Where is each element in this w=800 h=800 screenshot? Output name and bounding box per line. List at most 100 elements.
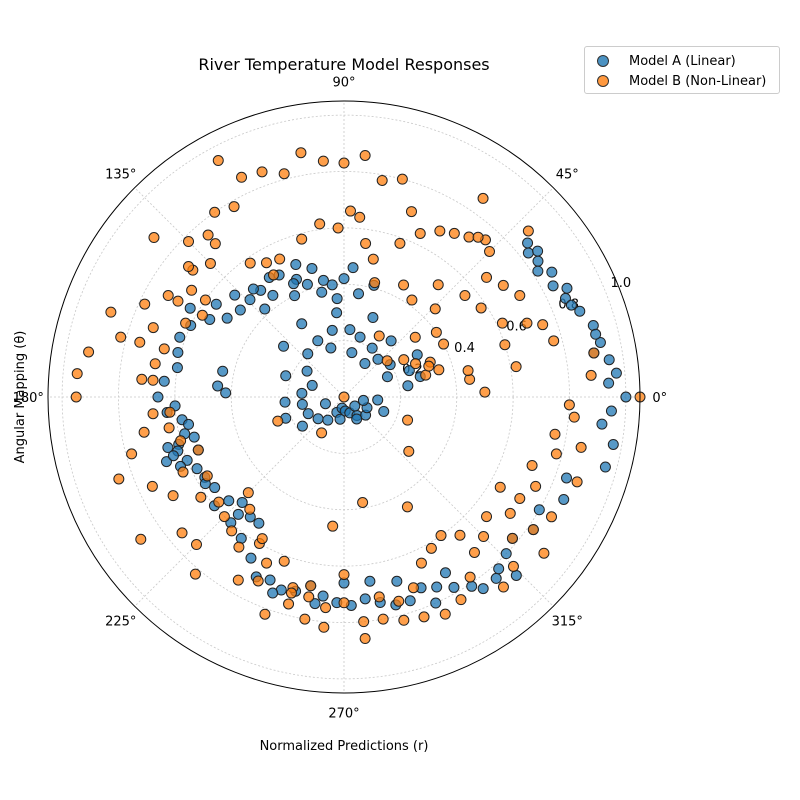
point-model-b [233, 541, 245, 553]
point-model-a [533, 504, 545, 516]
point-model-a [171, 362, 183, 374]
point-model-b [401, 501, 413, 513]
point-model-a [574, 305, 586, 317]
point-model-a [247, 283, 259, 295]
legend-marker-model-b [597, 75, 609, 87]
point-model-b [478, 531, 490, 543]
point-model-b [189, 568, 201, 580]
point-model-b [423, 360, 435, 372]
point-model-a [403, 365, 415, 377]
point-model-b [360, 237, 372, 249]
polar-frame [47, 100, 641, 694]
point-model-b [394, 237, 406, 249]
point-model-a [267, 289, 279, 301]
point-model-b [135, 533, 147, 545]
point-model-b [236, 171, 248, 183]
theta-tick-label: 0° [652, 391, 667, 406]
theta-tick-labels: 0° 45° 90° 135° 180° 225° 270° 315° [13, 75, 668, 721]
point-model-b [147, 322, 159, 334]
point-model-b [526, 459, 538, 471]
point-model-b [204, 257, 216, 269]
point-model-a [223, 495, 235, 507]
point-model-b [338, 597, 350, 609]
point-model-b [537, 319, 549, 331]
point-model-a [620, 391, 632, 403]
point-model-a [253, 517, 265, 529]
point-model-a [162, 442, 174, 454]
point-model-a [217, 365, 229, 377]
point-model-a [267, 587, 279, 599]
point-model-b [218, 511, 230, 523]
point-model-a [296, 420, 308, 432]
legend-marker-model-a [597, 55, 609, 67]
point-model-b [435, 530, 447, 542]
point-model-b [303, 591, 315, 603]
point-model-b [481, 511, 493, 523]
point-model-a [510, 569, 522, 581]
point-model-a [289, 290, 301, 302]
point-model-b [190, 539, 202, 551]
point-model-a [322, 414, 334, 426]
point-model-a [391, 575, 403, 587]
point-model-b [268, 269, 280, 281]
r-tick-label: 0.4 [454, 341, 475, 356]
point-model-a [174, 331, 186, 343]
x-axis-label: Normalized Predictions (r) [260, 739, 429, 754]
theta-gridline [343, 396, 554, 607]
point-model-b [338, 391, 350, 403]
point-model-a [309, 598, 321, 610]
point-model-b [318, 621, 330, 633]
point-model-b [403, 445, 415, 457]
point-model-b [209, 238, 221, 250]
theta-tick-label: 180° [13, 391, 44, 406]
point-model-b [147, 408, 159, 420]
point-model-b [272, 415, 284, 427]
point-model-a [346, 347, 358, 359]
point-model-b [405, 206, 417, 218]
point-model-a [372, 394, 384, 406]
point-model-a [448, 581, 460, 593]
point-model-b [521, 317, 533, 329]
point-model-a [316, 286, 328, 298]
point-model-b [373, 591, 385, 603]
point-model-b [497, 279, 509, 291]
point-model-a [610, 367, 622, 379]
theta-tick-label: 135° [105, 168, 136, 183]
point-model-b [568, 411, 580, 423]
point-model-b [455, 594, 467, 606]
point-model-b [186, 284, 198, 296]
point-model-b [494, 481, 506, 493]
point-model-a [288, 278, 300, 290]
point-model-a [264, 574, 276, 586]
r-tick-label: 1.0 [610, 276, 631, 291]
point-model-b [244, 257, 256, 269]
point-model-b [195, 491, 207, 503]
point-model-b [105, 306, 117, 318]
point-model-a [326, 324, 338, 336]
point-model-b [563, 399, 575, 411]
point-model-b [459, 290, 471, 302]
point-model-b [464, 571, 476, 583]
point-model-b [398, 354, 410, 366]
point-model-b [296, 233, 308, 245]
point-model-b [172, 295, 184, 307]
point-model-b [454, 529, 466, 541]
point-model-b [571, 476, 583, 488]
point-model-a [430, 597, 442, 609]
point-model-a [366, 342, 378, 354]
point-model-b [278, 168, 290, 180]
point-model-a [603, 354, 615, 366]
point-model-a [561, 282, 573, 294]
point-model-a [477, 583, 489, 595]
point-model-b [201, 470, 213, 482]
point-model-a [279, 396, 291, 408]
point-model-b [256, 533, 268, 545]
point-model-b [327, 520, 339, 532]
point-model-b [259, 608, 271, 620]
point-model-a [607, 438, 619, 450]
point-model-b [283, 598, 295, 610]
point-model-b [434, 225, 446, 237]
point-model-b [316, 427, 328, 439]
point-model-a [353, 288, 365, 300]
point-model-b [115, 331, 127, 343]
